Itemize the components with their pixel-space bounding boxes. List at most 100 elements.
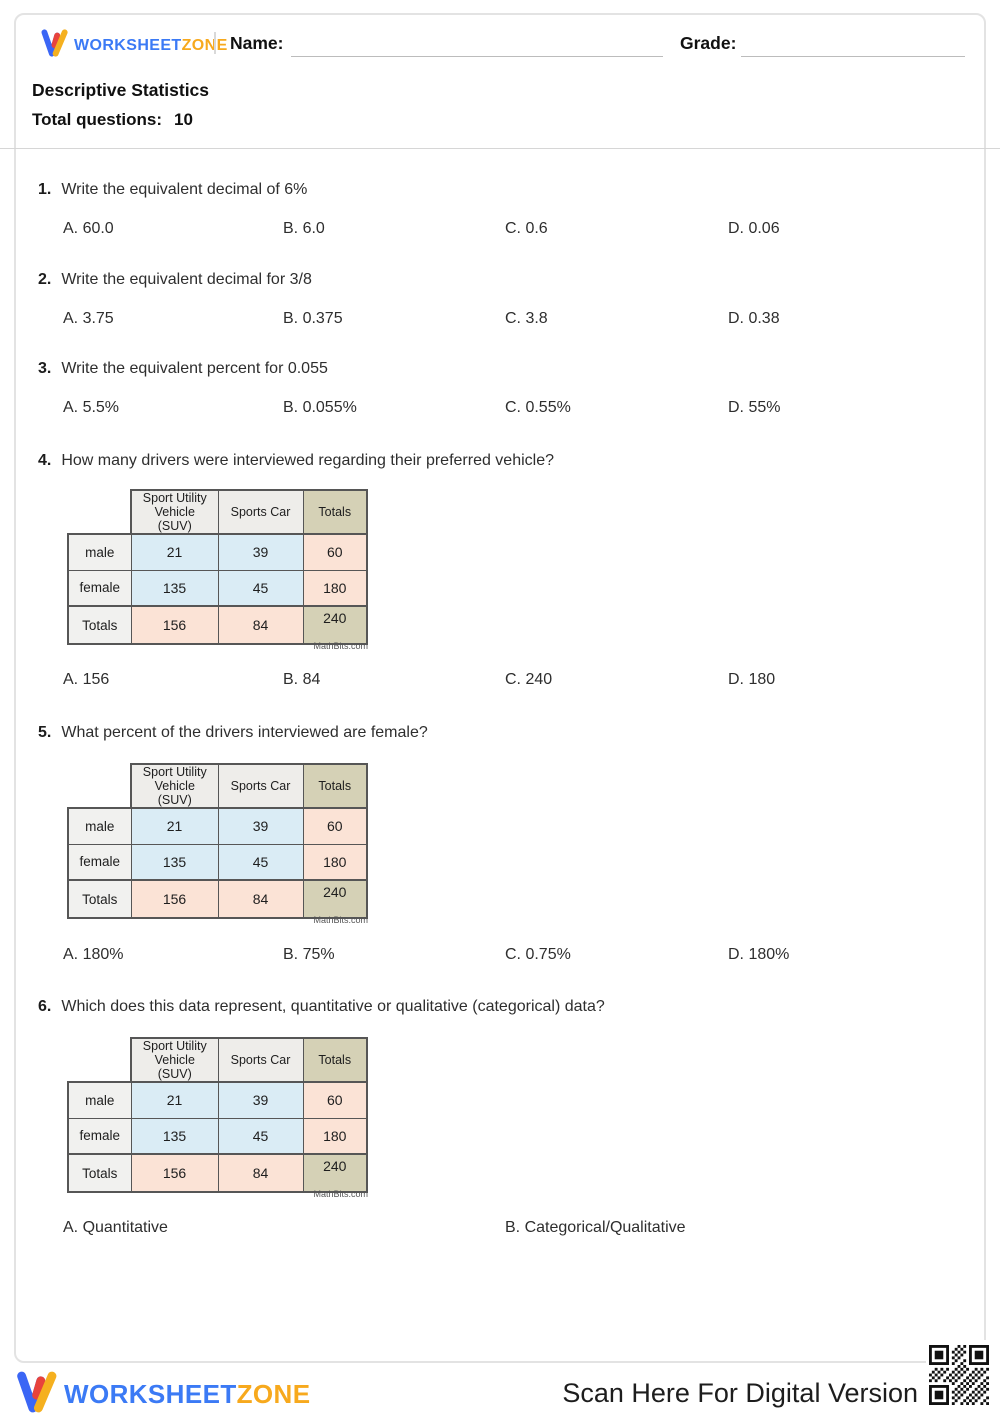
qr-code <box>926 1340 992 1410</box>
question-number: 2. <box>38 271 52 288</box>
question-text: Write the equivalent decimal of 6% <box>61 181 308 198</box>
table-attribution: MathBits.com <box>313 641 368 651</box>
cell-male-sportscar: 39 <box>217 1081 304 1119</box>
question-1: 1. Write the equivalent decimal of 6% <box>38 179 958 201</box>
question-number: 6. <box>38 998 52 1015</box>
option-c: C. 0.6 <box>505 220 548 237</box>
option-b: B. Categorical/Qualitative <box>505 1219 686 1236</box>
question-number: 3. <box>38 360 52 377</box>
col-header-suv: Sport Utility Vehicle (SUV) <box>130 489 219 535</box>
option-a: A. 60.0 <box>63 220 114 237</box>
table-attribution: MathBits.com <box>313 915 368 925</box>
header-divider <box>214 32 216 54</box>
option-b: B. 6.0 <box>283 220 325 237</box>
vehicle-preference-table: Sport Utility Vehicle (SUV) Sports Car T… <box>67 1037 368 1193</box>
col-header-sports-car: Sports Car <box>217 1037 304 1083</box>
total-questions-label: Total questions: <box>32 110 163 129</box>
question-2-options: A. 3.75 B. 0.375 C. 3.8 D. 0.38 <box>63 310 963 332</box>
question-number: 5. <box>38 724 52 741</box>
cell-male-suv: 21 <box>130 533 219 571</box>
cell-female-total: 180 <box>302 843 368 881</box>
cell-female-total: 180 <box>302 569 368 607</box>
cell-male-total: 60 <box>302 533 368 571</box>
question-4: 4. How many drivers were interviewed rega… <box>38 450 958 472</box>
cell-grand-total: 240 <box>302 605 368 645</box>
total-questions: Total questions: 10 <box>32 110 193 130</box>
worksheetzone-logo: WORKSHEETZONE <box>40 27 228 64</box>
row-label-female: female <box>67 569 132 607</box>
option-a: A. 3.75 <box>63 310 114 327</box>
row-label-female: female <box>67 843 132 881</box>
cell-total-suv: 156 <box>130 879 219 919</box>
cell-male-total: 60 <box>302 807 368 845</box>
cell-total-sportscar: 84 <box>217 605 304 645</box>
option-c: C. 3.8 <box>505 310 548 327</box>
option-a: A. 156 <box>63 671 110 688</box>
brand-wordmark: WORKSHEETZONE <box>74 37 228 55</box>
row-label-male: male <box>67 1081 132 1119</box>
cell-male-total: 60 <box>302 1081 368 1119</box>
brand-word2: ZONE <box>181 36 228 54</box>
question-number: 1. <box>38 181 52 198</box>
name-blank-line <box>291 56 663 57</box>
question-2: 2. Write the equivalent decimal for 3/8 <box>38 269 958 291</box>
cell-total-suv: 156 <box>130 605 219 645</box>
cell-total-sportscar: 84 <box>217 879 304 919</box>
option-d: D. 55% <box>728 399 781 416</box>
col-header-suv: Sport Utility Vehicle (SUV) <box>130 763 219 809</box>
name-label: Name: <box>230 33 284 53</box>
row-label-totals: Totals <box>67 1153 132 1193</box>
question-text: How many drivers were interviewed regard… <box>61 452 555 469</box>
grade-blank-line <box>741 56 965 57</box>
question-number: 4. <box>38 452 52 469</box>
option-d: D. 180 <box>728 671 776 688</box>
option-b: B. 75% <box>283 946 335 963</box>
question-6: 6. Which does this data represent, quanti… <box>38 996 958 1018</box>
col-header-totals: Totals <box>302 763 368 809</box>
cell-male-sportscar: 39 <box>217 533 304 571</box>
question-3: 3. Write the equivalent percent for 0.055 <box>38 358 958 380</box>
row-label-male: male <box>67 807 132 845</box>
worksheetzone-logo-mark-icon <box>14 1368 58 1421</box>
brand-word2: ZONE <box>236 1379 311 1409</box>
cell-female-total: 180 <box>302 1117 368 1155</box>
brand-wordmark: WORKSHEETZONE <box>64 1379 310 1410</box>
total-questions-value: 10 <box>174 110 193 129</box>
col-header-sports-car: Sports Car <box>217 763 304 809</box>
brand-word1: WORKSHEET <box>74 36 182 54</box>
option-b: B. 0.055% <box>283 399 357 416</box>
scan-here-text: Scan Here For Digital Version <box>562 1378 918 1408</box>
option-a: A. 5.5% <box>63 399 120 416</box>
cell-female-suv: 135 <box>130 843 219 881</box>
cell-grand-total: 240 <box>302 879 368 919</box>
question-4-options: A. 156 B. 84 C. 240 D. 180 <box>63 671 963 693</box>
option-d: D. 180% <box>728 946 790 963</box>
table-corner-cell <box>68 490 131 534</box>
brand-word1: WORKSHEET <box>64 1379 237 1409</box>
cell-female-suv: 135 <box>130 1117 219 1155</box>
cell-total-sportscar: 84 <box>217 1153 304 1193</box>
row-label-totals: Totals <box>67 605 132 645</box>
option-c: C. 0.55% <box>505 399 571 416</box>
question-text: Write the equivalent percent for 0.055 <box>61 360 328 377</box>
option-d: D. 0.38 <box>728 310 780 327</box>
col-header-suv: Sport Utility Vehicle (SUV) <box>130 1037 219 1083</box>
vehicle-preference-table: Sport Utility Vehicle (SUV) Sports Car T… <box>67 489 368 645</box>
worksheetzone-footer-logo: WORKSHEETZONE <box>14 1368 310 1421</box>
vehicle-preference-table: Sport Utility Vehicle (SUV) Sports Car T… <box>67 763 368 919</box>
row-label-male: male <box>67 533 132 571</box>
cell-female-sportscar: 45 <box>217 569 304 607</box>
table-corner-cell <box>68 764 131 808</box>
cell-female-sportscar: 45 <box>217 843 304 881</box>
option-c: C. 0.75% <box>505 946 571 963</box>
cell-total-suv: 156 <box>130 1153 219 1193</box>
row-label-totals: Totals <box>67 879 132 919</box>
worksheet-title: Descriptive Statistics <box>32 80 210 100</box>
question-text: Which does this data represent, quantita… <box>61 998 605 1015</box>
question-1-options: A. 60.0 B. 6.0 C. 0.6 D. 0.06 <box>63 220 963 242</box>
table-corner-cell <box>68 1038 131 1082</box>
col-header-totals: Totals <box>302 1037 368 1083</box>
question-text: Write the equivalent decimal for 3/8 <box>61 271 312 288</box>
question-text: What percent of the drivers interviewed … <box>61 724 428 741</box>
